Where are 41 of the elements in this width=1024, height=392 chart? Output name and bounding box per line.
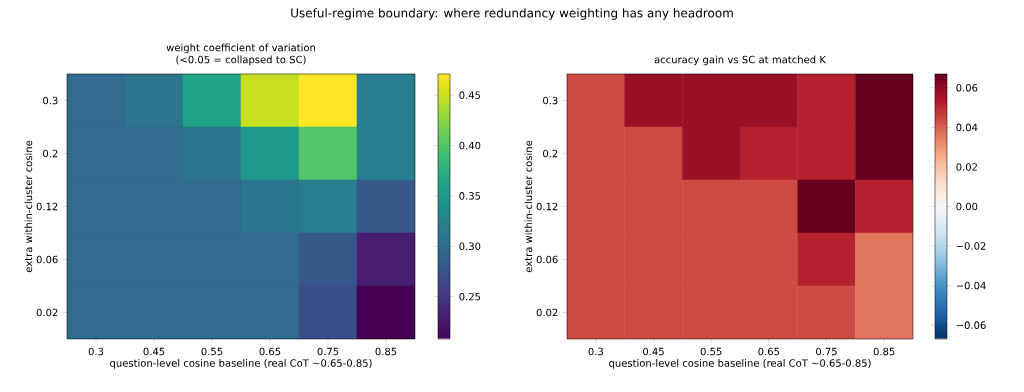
x-tick-label: 0.3 [588,347,603,356]
color-bar-label: 0.04 [956,123,978,132]
color-bar-label: 0.06 [956,84,978,92]
x-tick-label: 0.75 [816,347,837,356]
color-bar-label: 0.25 [459,292,481,301]
y-tick-label: 0.2 [543,149,558,158]
chart-title: accuracy gain vs SC at matched K [654,55,827,66]
color-bar-label: 0.45 [459,91,481,99]
x-axis-title: question-level cosine baseline (real CoT ~0.65-0.85) [110,359,372,369]
color-bar-label: −0.02 [956,242,986,250]
color-bar-label: 0.35 [459,192,481,200]
y-tick-label: 0.06 [36,255,58,264]
y-tick-label: 0.3 [43,96,58,105]
y-tick-label: 0.02 [36,308,58,317]
y-tick-label: 0.12 [536,202,558,211]
color-bar-label: 0.30 [459,242,481,251]
x-tick-label: 0.55 [201,347,223,356]
y-tick-label: 0.12 [36,202,58,211]
x-tick-label: 0.85 [873,347,895,356]
x-tick-label: 0.75 [317,347,339,356]
x-tick-label: 0.45 [143,347,165,356]
x-tick-label: 0.65 [259,347,281,356]
y-tick-label: 0.06 [536,255,558,264]
color-bar-label: −0.04 [956,281,986,290]
x-tick-label: 0.55 [700,347,722,356]
y-tick-label: 0.02 [536,308,558,317]
y-tick-label: 0.3 [543,96,558,105]
x-axis-title: question-level cosine baseline (real CoT ~0.65-0.85) [609,359,871,369]
y-tick-label: 0.2 [43,149,58,158]
x-tick-label: 0.65 [758,347,780,356]
color-bar-label: 0.02 [956,163,977,171]
y-axis-title: extra within-cluster cosine [524,140,533,273]
text: Useful-regime boundary: where redundancy weighting has any headroom [291,8,733,20]
x-tick-label: 0.3 [88,347,104,356]
x-tick-label: 0.45 [643,347,664,356]
color-bar-label: 0.00 [956,202,978,211]
color-bar-label: −0.06 [956,321,986,329]
x-tick-label: 0.85 [375,347,397,356]
y-axis-title: extra within-cluster cosine [24,140,33,273]
chart-title: weight coefficient of variation (<0.05 = collapsed to SC) [166,43,316,66]
color-bar-label: 0.40 [459,141,481,150]
